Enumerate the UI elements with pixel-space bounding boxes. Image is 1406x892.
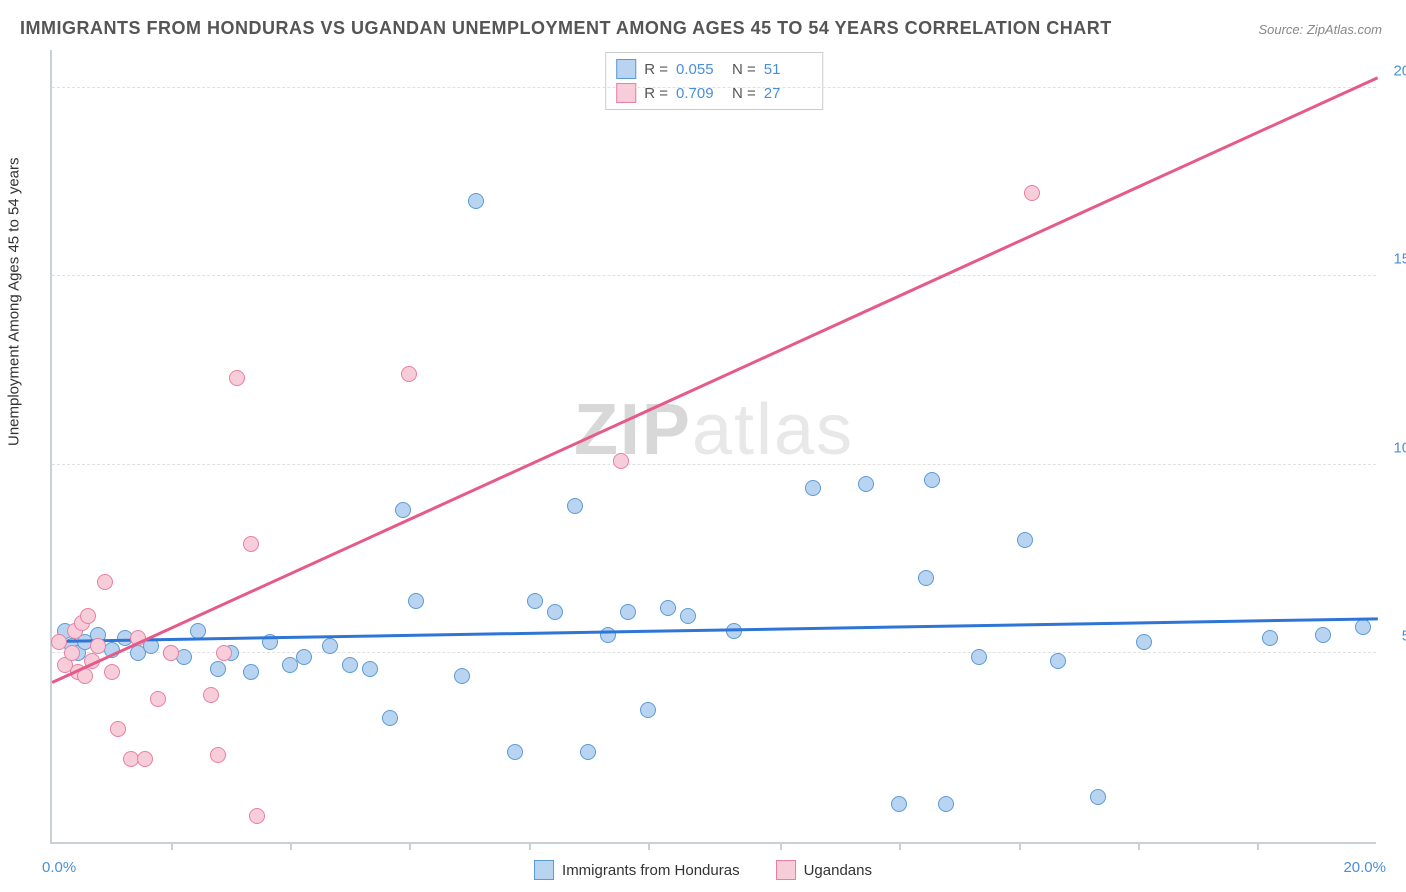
data-point-honduras — [1355, 619, 1371, 635]
trend-line-ugandans — [51, 77, 1378, 684]
data-point-ugandans — [243, 536, 259, 552]
gridline — [52, 87, 1376, 88]
x-tick — [780, 842, 782, 850]
plot-area: ZIPatlas R =0.055N =51R =0.709N =27 0.0%… — [50, 50, 1376, 844]
data-point-ugandans — [249, 808, 265, 824]
data-point-ugandans — [150, 691, 166, 707]
data-point-honduras — [1315, 627, 1331, 643]
data-point-honduras — [620, 604, 636, 620]
data-point-ugandans — [97, 574, 113, 590]
data-point-honduras — [408, 593, 424, 609]
x-tick — [171, 842, 173, 850]
data-point-honduras — [395, 502, 411, 518]
x-tick — [648, 842, 650, 850]
y-tick-label: 15.0% — [1381, 251, 1406, 268]
y-tick-label: 20.0% — [1381, 62, 1406, 79]
x-tick — [529, 842, 531, 850]
legend-item-ugandans: Ugandans — [776, 860, 872, 880]
data-point-ugandans — [137, 751, 153, 767]
data-point-honduras — [600, 627, 616, 643]
data-point-ugandans — [401, 366, 417, 382]
gridline — [52, 275, 1376, 276]
x-tick — [290, 842, 292, 850]
data-point-honduras — [971, 649, 987, 665]
data-point-honduras — [680, 608, 696, 624]
data-point-honduras — [362, 661, 378, 677]
chart-container: IMMIGRANTS FROM HONDURAS VS UGANDAN UNEM… — [0, 0, 1406, 892]
watermark-light: atlas — [692, 390, 854, 470]
data-point-ugandans — [163, 645, 179, 661]
y-tick-label: 10.0% — [1381, 439, 1406, 456]
swatch-ugandans — [776, 860, 796, 880]
watermark-bold: ZIP — [574, 390, 692, 470]
x-axis-max-label: 20.0% — [1343, 859, 1386, 876]
x-tick — [1138, 842, 1140, 850]
data-point-honduras — [296, 649, 312, 665]
data-point-ugandans — [216, 645, 232, 661]
data-point-honduras — [660, 600, 676, 616]
gridline — [52, 464, 1376, 465]
data-point-ugandans — [90, 638, 106, 654]
data-point-honduras — [243, 664, 259, 680]
r-label: R = — [644, 61, 668, 78]
data-point-honduras — [567, 498, 583, 514]
data-point-ugandans — [613, 453, 629, 469]
stats-row-ugandans: R =0.709N =27 — [616, 81, 812, 105]
data-point-ugandans — [51, 634, 67, 650]
data-point-honduras — [547, 604, 563, 620]
data-point-honduras — [1090, 789, 1106, 805]
data-point-honduras — [1262, 630, 1278, 646]
data-point-honduras — [640, 702, 656, 718]
y-axis-label: Unemployment Among Ages 45 to 54 years — [6, 157, 23, 446]
stats-legend: R = 0.055 N = 51 R =0.709N =27 — [605, 52, 823, 110]
n-label: N = — [732, 61, 756, 78]
legend-label-ugandans: Ugandans — [804, 862, 872, 879]
x-axis-min-label: 0.0% — [42, 859, 76, 876]
x-tick — [409, 842, 411, 850]
swatch-honduras — [616, 59, 636, 79]
data-point-honduras — [468, 193, 484, 209]
data-point-honduras — [1017, 532, 1033, 548]
data-point-honduras — [382, 710, 398, 726]
series-legend: Immigrants from Honduras Ugandans — [534, 860, 872, 880]
data-point-honduras — [507, 744, 523, 760]
data-point-honduras — [858, 476, 874, 492]
data-point-honduras — [1050, 653, 1066, 669]
data-point-ugandans — [104, 664, 120, 680]
stats-row-honduras: R = 0.055 N = 51 — [616, 57, 812, 81]
x-tick — [1257, 842, 1259, 850]
data-point-honduras — [454, 668, 470, 684]
data-point-honduras — [924, 472, 940, 488]
legend-item-honduras: Immigrants from Honduras — [534, 860, 740, 880]
trend-line-honduras — [52, 617, 1378, 642]
source-attribution: Source: ZipAtlas.com — [1258, 22, 1382, 37]
data-point-ugandans — [110, 721, 126, 737]
data-point-ugandans — [229, 370, 245, 386]
data-point-honduras — [342, 657, 358, 673]
data-point-honduras — [580, 744, 596, 760]
legend-label-honduras: Immigrants from Honduras — [562, 862, 740, 879]
data-point-ugandans — [1024, 185, 1040, 201]
data-point-honduras — [210, 661, 226, 677]
data-point-honduras — [1136, 634, 1152, 650]
data-point-honduras — [322, 638, 338, 654]
data-point-ugandans — [64, 645, 80, 661]
x-tick — [899, 842, 901, 850]
gridline — [52, 652, 1376, 653]
data-point-ugandans — [203, 687, 219, 703]
data-point-honduras — [891, 796, 907, 812]
data-point-honduras — [805, 480, 821, 496]
n-value-honduras: 51 — [764, 61, 812, 78]
x-tick — [1019, 842, 1021, 850]
swatch-honduras — [534, 860, 554, 880]
data-point-ugandans — [210, 747, 226, 763]
data-point-honduras — [938, 796, 954, 812]
data-point-honduras — [527, 593, 543, 609]
chart-title: IMMIGRANTS FROM HONDURAS VS UGANDAN UNEM… — [20, 18, 1112, 39]
y-tick-label: 5.0% — [1381, 628, 1406, 645]
data-point-ugandans — [80, 608, 96, 624]
data-point-honduras — [918, 570, 934, 586]
r-value-honduras: 0.055 — [676, 61, 724, 78]
